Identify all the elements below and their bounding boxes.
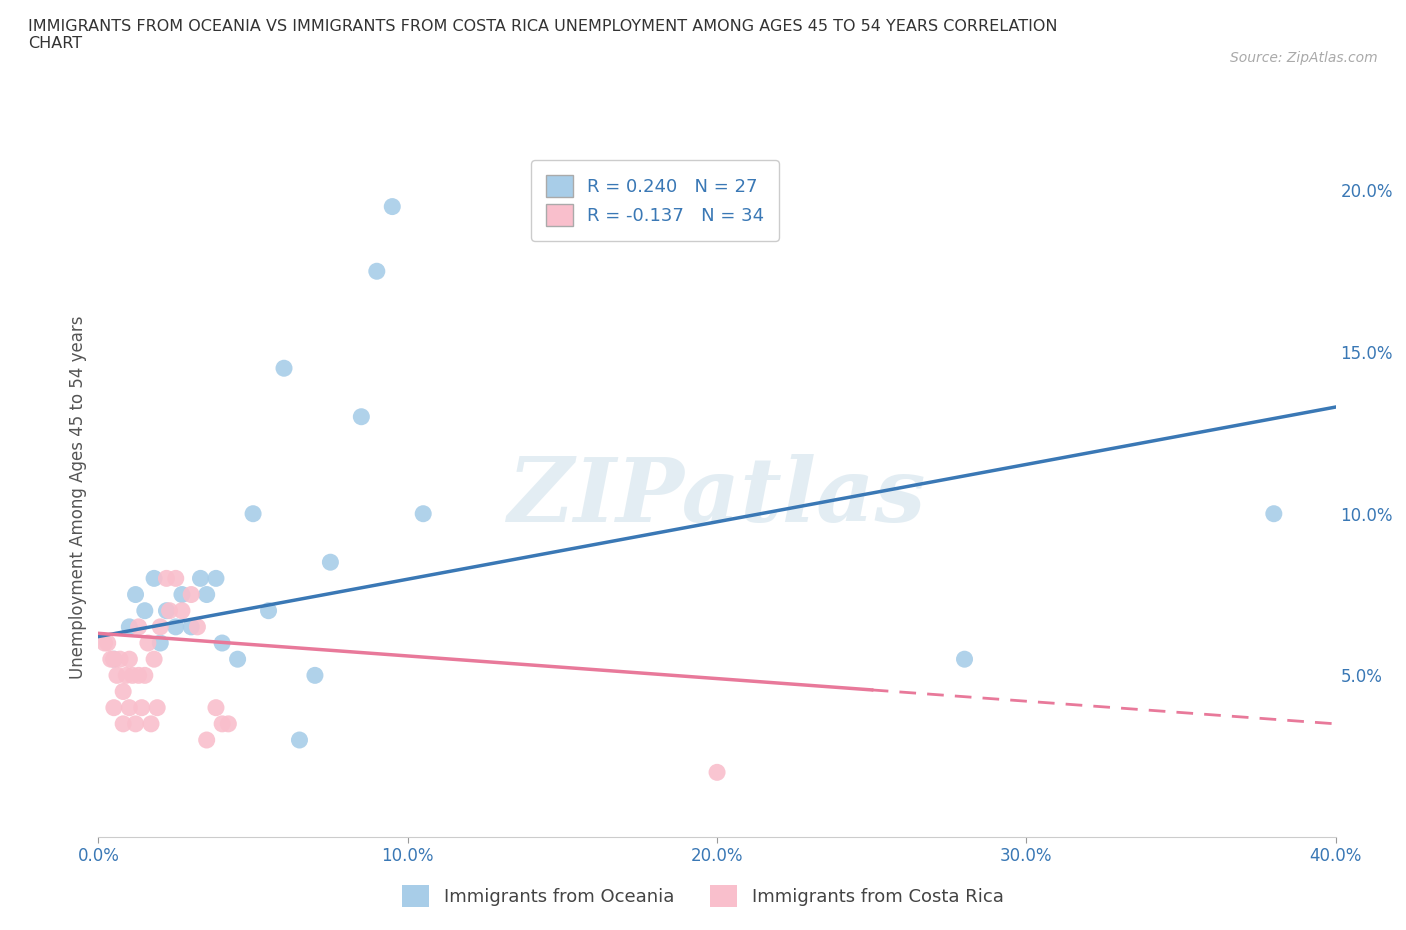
Point: [350, 409, 373, 424]
Point: [134, 604, 156, 618]
Point: [118, 700, 141, 715]
Point: [242, 506, 264, 521]
Point: [139, 716, 162, 731]
Point: [180, 619, 202, 634]
Point: [115, 668, 138, 683]
Point: [217, 716, 239, 731]
Point: [1263, 506, 1285, 521]
Point: [288, 733, 311, 748]
Point: [319, 555, 342, 570]
Text: Source: ZipAtlas.com: Source: ZipAtlas.com: [1230, 51, 1378, 65]
Point: [124, 587, 146, 602]
Point: [100, 652, 122, 667]
Point: [953, 652, 976, 667]
Point: [149, 635, 172, 650]
Point: [226, 652, 249, 667]
Point: [304, 668, 326, 683]
Legend: R = 0.240   N = 27, R = -0.137   N = 34: R = 0.240 N = 27, R = -0.137 N = 34: [531, 160, 779, 241]
Point: [93, 635, 115, 650]
Point: [112, 684, 135, 699]
Point: [134, 668, 156, 683]
Point: [103, 652, 125, 667]
Point: [128, 668, 150, 683]
Point: [105, 668, 128, 683]
Point: [112, 716, 135, 731]
Point: [118, 619, 141, 634]
Point: [159, 604, 181, 618]
Point: [195, 733, 218, 748]
Text: IMMIGRANTS FROM OCEANIA VS IMMIGRANTS FROM COSTA RICA UNEMPLOYMENT AMONG AGES 45: IMMIGRANTS FROM OCEANIA VS IMMIGRANTS FR…: [28, 19, 1057, 51]
Point: [155, 571, 177, 586]
Point: [143, 652, 166, 667]
Point: [136, 635, 159, 650]
Point: [706, 764, 728, 779]
Point: [121, 668, 143, 683]
Point: [103, 652, 125, 667]
Point: [412, 506, 434, 521]
Point: [149, 619, 172, 634]
Point: [170, 604, 193, 618]
Point: [124, 716, 146, 731]
Point: [381, 199, 404, 214]
Point: [211, 635, 233, 650]
Point: [366, 264, 388, 279]
Y-axis label: Unemployment Among Ages 45 to 54 years: Unemployment Among Ages 45 to 54 years: [69, 316, 87, 679]
Point: [155, 604, 177, 618]
Point: [143, 571, 166, 586]
Point: [118, 652, 141, 667]
Point: [186, 619, 208, 634]
Point: [165, 571, 187, 586]
Text: ZIPatlas: ZIPatlas: [509, 454, 925, 541]
Point: [128, 619, 150, 634]
Point: [190, 571, 212, 586]
Legend: Immigrants from Oceania, Immigrants from Costa Rica: Immigrants from Oceania, Immigrants from…: [394, 876, 1012, 916]
Point: [103, 700, 125, 715]
Point: [273, 361, 295, 376]
Point: [205, 700, 228, 715]
Point: [170, 587, 193, 602]
Point: [257, 604, 280, 618]
Point: [205, 571, 228, 586]
Point: [165, 619, 187, 634]
Point: [131, 700, 153, 715]
Point: [195, 587, 218, 602]
Point: [180, 587, 202, 602]
Point: [108, 652, 131, 667]
Point: [146, 700, 169, 715]
Point: [211, 716, 233, 731]
Point: [97, 635, 120, 650]
